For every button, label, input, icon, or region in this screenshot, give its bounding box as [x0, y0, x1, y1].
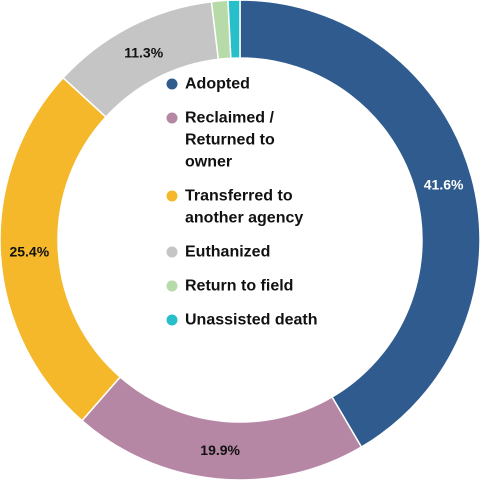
legend-item-transferred: Transferred to another agency	[166, 188, 303, 227]
legend-label-unassisted-death: Unassisted death	[185, 312, 317, 329]
slice-label-euthanized: 11.3%	[124, 44, 163, 60]
legend-marker-unassisted-death	[166, 314, 178, 326]
legend-marker-adopted	[166, 78, 178, 90]
legend-item-unassisted-death: Unassisted death	[166, 312, 317, 329]
legend-label-euthanized: Euthanized	[185, 244, 270, 261]
legend-marker-reclaimed	[166, 112, 178, 124]
legend-label-reclaimed: Reclaimed / Returned to owner	[185, 110, 275, 171]
legend-label-return-to-field: Return to field	[185, 278, 293, 295]
legend-item-return-to-field: Return to field	[166, 278, 293, 295]
slice-unassisted-death	[227, 0, 241, 60]
slice-label-adopted: 41.6%	[424, 177, 464, 193]
legend-item-adopted: Adopted	[166, 76, 250, 93]
slice-reclaimed	[80, 375, 363, 481]
legend-marker-return-to-field	[166, 280, 178, 292]
legend-marker-euthanized	[166, 246, 178, 258]
slice-labels-group: 41.6% 19.9% 25.4% 11.3%	[9, 44, 464, 458]
slice-label-transferred: 25.4%	[9, 244, 49, 260]
legend-label-transferred: Transferred to another agency	[185, 188, 303, 227]
legend-marker-transferred	[166, 190, 178, 202]
legend: Adopted Reclaimed / Returned to owner Transf…	[166, 76, 317, 329]
legend-item-euthanized: Euthanized	[166, 244, 270, 261]
legend-item-reclaimed: Reclaimed / Returned to owner	[166, 110, 275, 171]
slice-label-reclaimed: 19.9%	[200, 442, 240, 458]
slice-adopted	[239, 0, 480, 449]
legend-label-adopted: Adopted	[185, 76, 250, 93]
